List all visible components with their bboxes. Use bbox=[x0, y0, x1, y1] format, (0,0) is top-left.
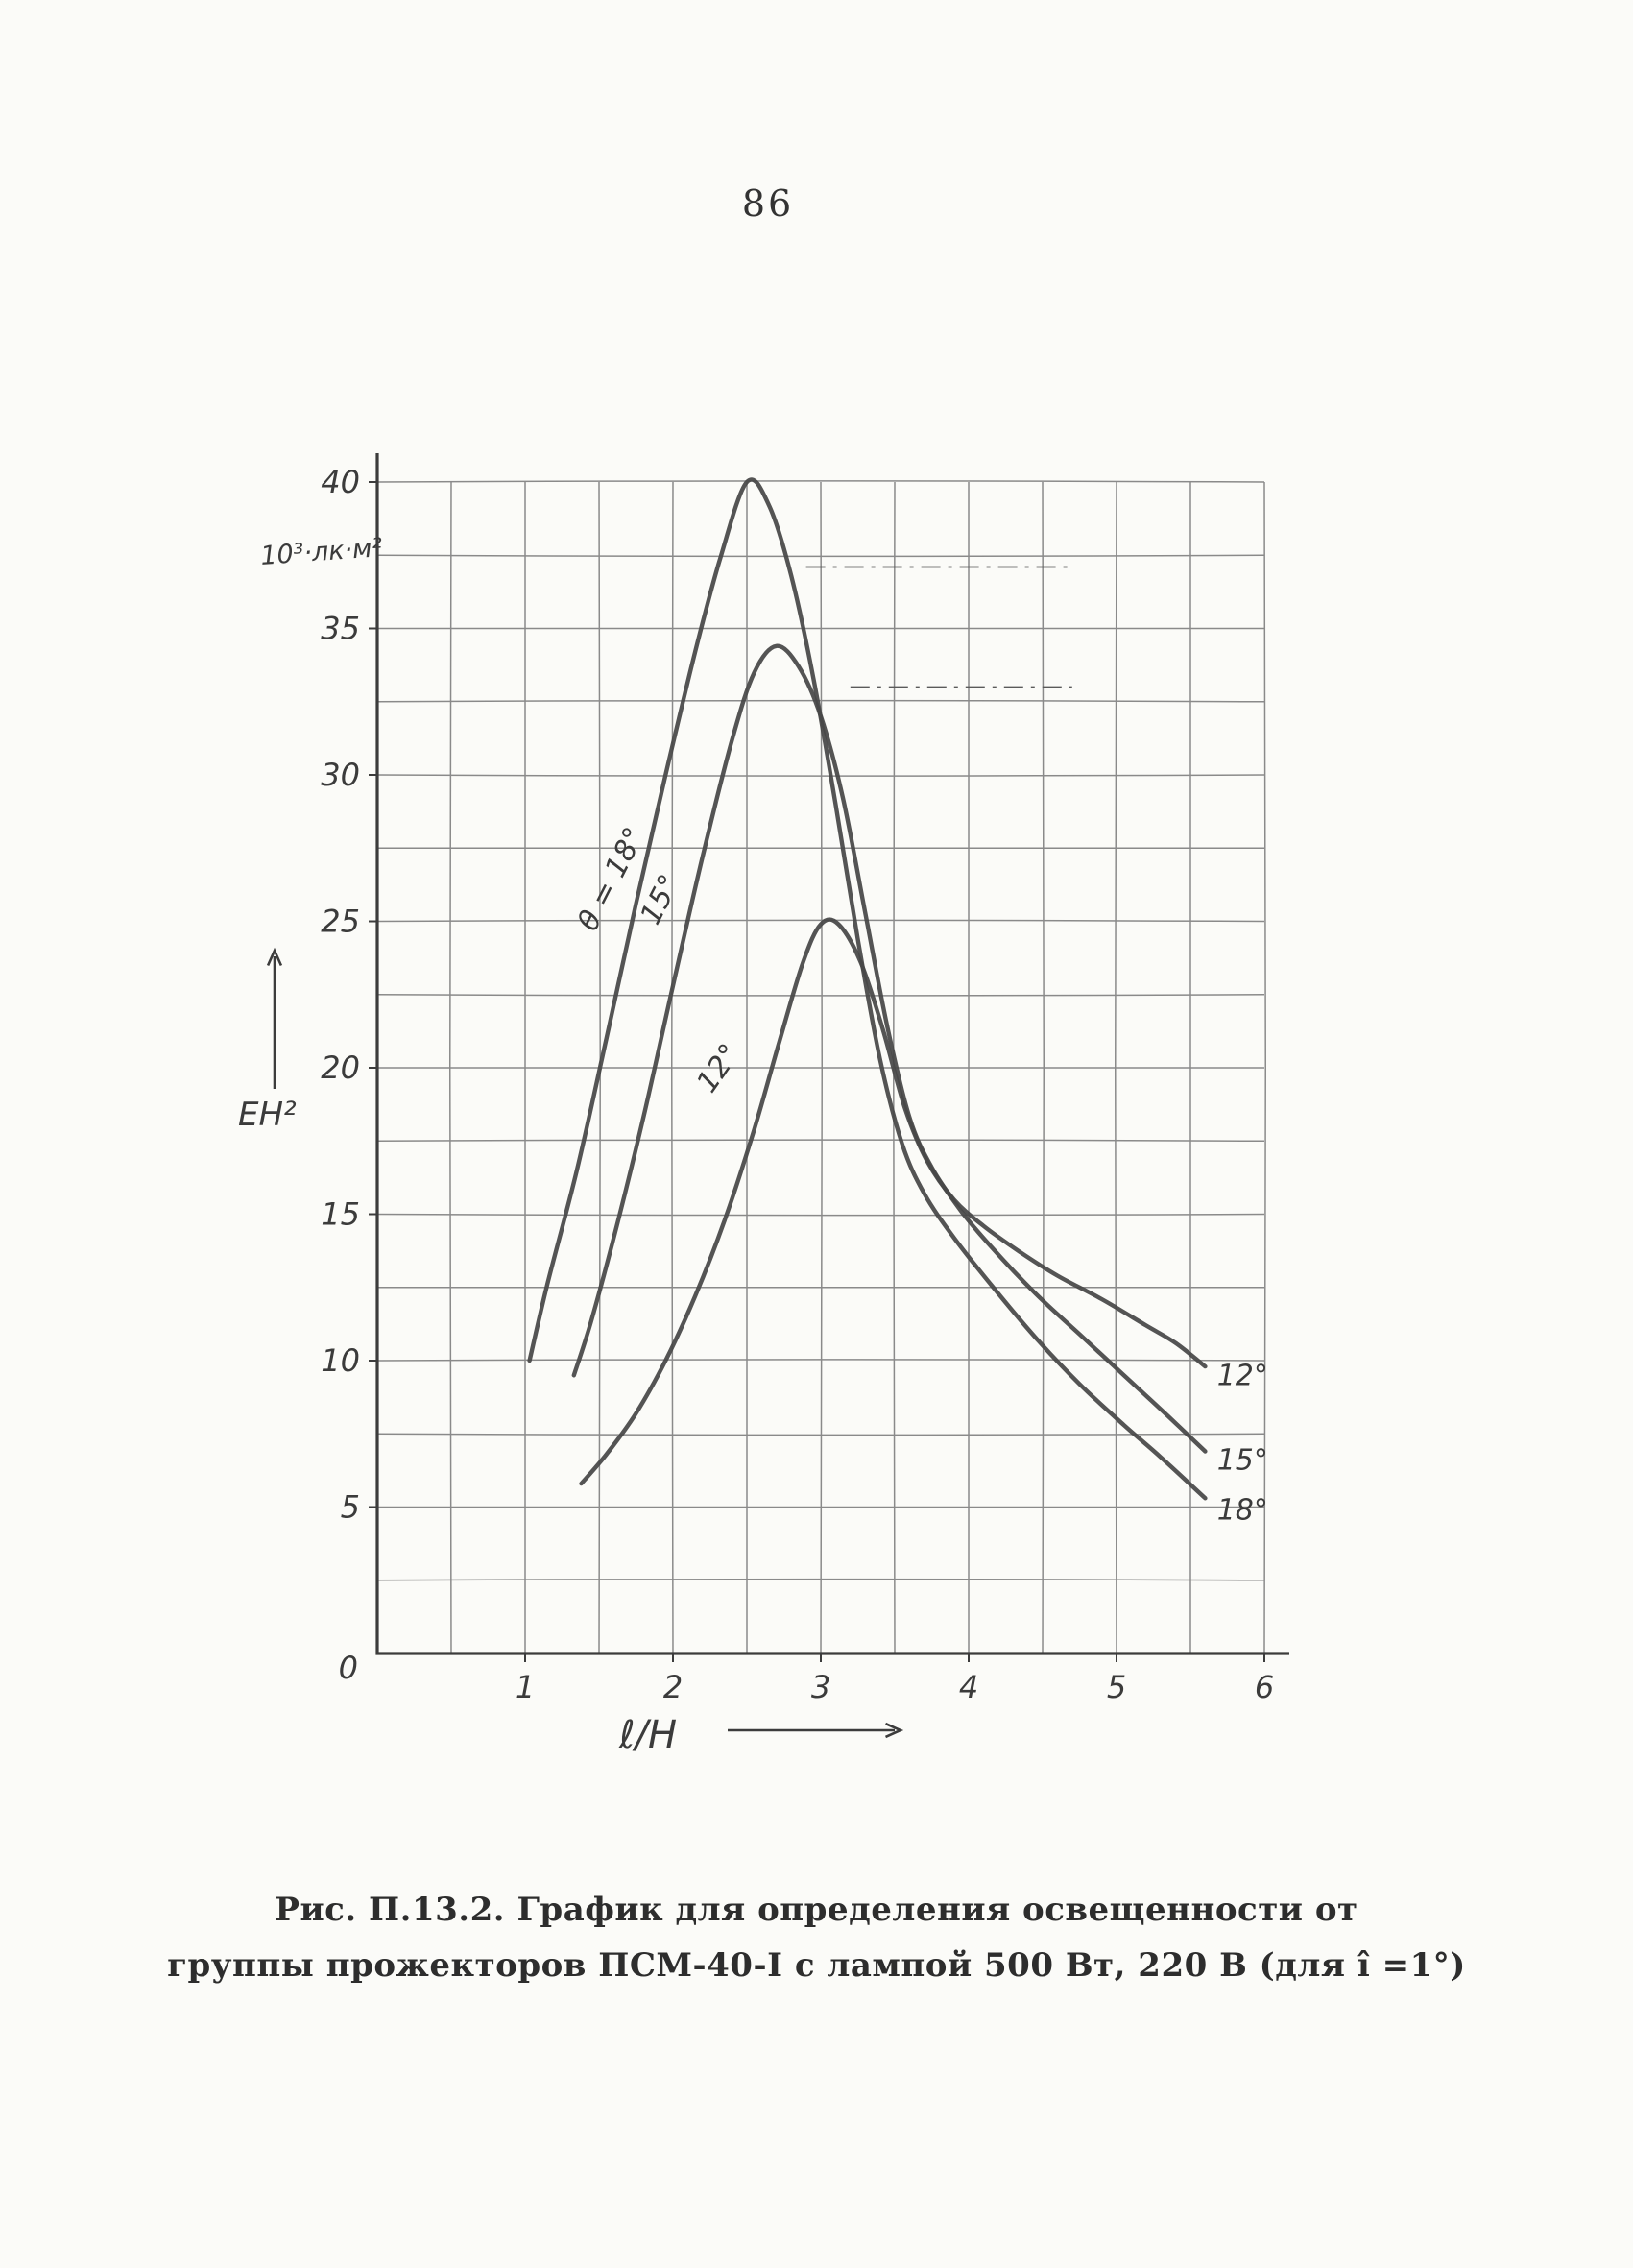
series-end-label: 15° bbox=[1217, 1444, 1268, 1478]
x-tick-label: 4 bbox=[959, 1669, 978, 1705]
x-tick-label: 2 bbox=[663, 1669, 683, 1705]
grid-line-horizontal bbox=[376, 1139, 1265, 1143]
y-tick-label: 20 bbox=[321, 1050, 360, 1086]
curve-label: 12° bbox=[690, 1038, 747, 1099]
axis-labels: 1 2 3 4 5 6 5 10 15 20 25 30 35 40 0 bbox=[321, 464, 1274, 1705]
x-tick-label: 6 bbox=[1255, 1669, 1274, 1705]
page-number: 86 bbox=[741, 182, 795, 225]
caption-line-2: группы прожекторов ПСМ-40-I с лампой 500… bbox=[167, 1946, 1466, 1985]
guide-lines bbox=[805, 566, 1072, 688]
y-tick-label: 10 bbox=[321, 1342, 360, 1379]
y-units-label: 10³·лк·м² bbox=[259, 533, 383, 571]
x-tick-label: 3 bbox=[811, 1669, 830, 1705]
grid-line-horizontal bbox=[376, 919, 1265, 923]
grid-line-horizontal bbox=[376, 1359, 1265, 1362]
figure-caption: Рис. П.13.2. График для определения осве… bbox=[0, 1882, 1633, 1993]
axes bbox=[375, 453, 1289, 1655]
y-tick-label: 25 bbox=[321, 904, 360, 940]
series-end-label: 12° bbox=[1217, 1359, 1268, 1392]
grid-line-vertical bbox=[1263, 481, 1266, 1654]
arrow-right-icon bbox=[884, 1722, 904, 1739]
y-tick-label: 15 bbox=[321, 1196, 360, 1233]
y-axis-label: EH² bbox=[238, 1096, 297, 1134]
grid-lines bbox=[376, 480, 1266, 1654]
x-tick-label: 5 bbox=[1107, 1669, 1126, 1705]
y-tick-label: 30 bbox=[321, 757, 360, 793]
origin-label: 0 bbox=[339, 1650, 358, 1686]
grid-line-horizontal bbox=[376, 699, 1265, 703]
grid-line-horizontal bbox=[376, 994, 1265, 997]
curve-15deg bbox=[571, 643, 1208, 1454]
y-tick-label: 40 bbox=[321, 464, 360, 500]
y-tick-label: 5 bbox=[341, 1489, 360, 1526]
y-tick-label: 35 bbox=[321, 611, 360, 647]
curve-18deg bbox=[527, 477, 1208, 1501]
grid-line-horizontal bbox=[376, 480, 1265, 483]
grid-line-horizontal bbox=[376, 554, 1265, 558]
x-axis-label: ℓ/H bbox=[618, 1713, 677, 1757]
curve-12deg bbox=[579, 917, 1208, 1486]
x-tick-label: 1 bbox=[516, 1669, 535, 1705]
grid-line-horizontal bbox=[376, 1213, 1265, 1217]
arrow-up-icon bbox=[266, 947, 283, 967]
caption-line-1: Рис. П.13.2. График для определения осве… bbox=[275, 1891, 1358, 1929]
grid-line-horizontal bbox=[376, 774, 1265, 777]
series-end-label: 18° bbox=[1217, 1494, 1268, 1528]
